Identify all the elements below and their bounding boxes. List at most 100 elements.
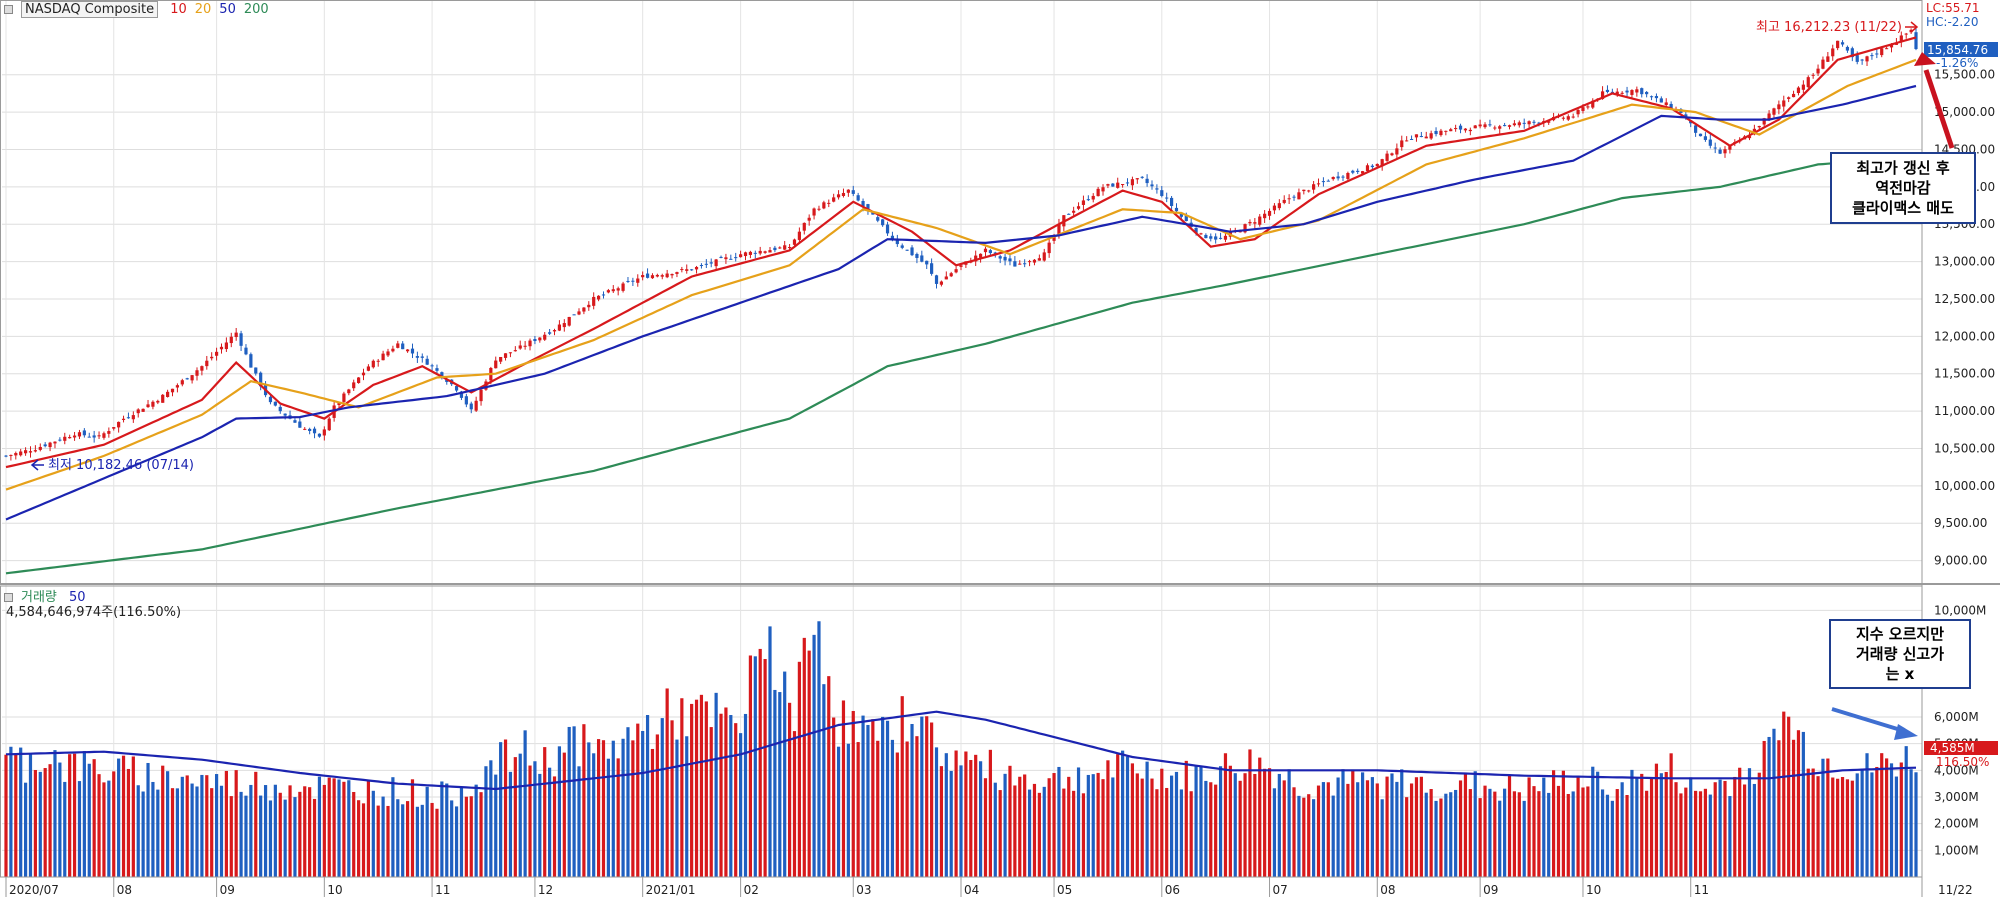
price-legend: NASDAQ Composite 10 20 50 200 [4,1,277,18]
volume-bar [1821,758,1825,877]
volume-bar [1454,789,1458,877]
volume-bar [161,765,165,877]
candle-body [1664,102,1668,105]
volume-bar [714,692,718,877]
volume-bar [48,764,52,877]
candle-body [1836,40,1840,49]
volume-bar [1894,776,1899,877]
candle-body [1463,128,1468,131]
candle-body [146,404,150,408]
candle-body [1537,122,1541,124]
candle-body [836,194,841,198]
candle-body [1023,263,1027,265]
candle-body [1375,163,1379,167]
volume-tick-label: 4,000M [1934,763,1979,777]
candle-body [1130,179,1135,186]
candle-body [694,266,699,270]
volume-bar [611,740,615,877]
candle-body [249,354,253,368]
volume-bar [969,759,973,877]
candle-body [1032,259,1037,263]
candle-body [807,217,811,221]
panel-menu-icon[interactable] [4,5,13,14]
volume-bar [170,788,175,877]
volume-bar [881,716,885,877]
candle-body [714,259,718,267]
volume-bar [1532,786,1536,877]
volume-bar [626,727,630,877]
volume-bar [1605,794,1610,877]
candle-body [1488,124,1492,126]
volume-bar [925,716,929,877]
candle-body [817,208,821,210]
volume-bar [28,754,33,877]
price-tick-label: 13,000.00 [1934,255,1995,269]
candle-body [77,432,82,437]
change-pct-text: -1.26% [1936,56,1978,70]
volume-bar [298,791,302,877]
candle-body [376,360,380,362]
volume-bar [1194,765,1198,877]
candle-body [1816,68,1820,74]
candle-body [1522,122,1526,124]
candle-body [1718,149,1722,154]
volume-bar [445,783,449,877]
volume-bar [156,789,160,877]
panel-menu-icon[interactable] [4,593,13,602]
volume-bar [739,733,743,877]
candle-body [405,349,410,352]
volume-bar [1351,769,1355,877]
candle-body [1473,125,1477,129]
volume-bar [259,795,263,877]
candle-body [435,368,439,371]
candle-body [949,273,953,277]
candle-body [1914,32,1918,50]
candle-body [494,360,498,369]
volume-bar [1551,770,1556,877]
volume-bar [1130,763,1135,877]
candle-body [944,276,948,280]
volume-bar [993,782,997,877]
volume-bar [1385,776,1389,877]
candle-body [1684,114,1688,119]
volume-bar [9,746,13,877]
volume-bar [1037,792,1041,877]
volume-bar [1654,763,1659,877]
candle-body [846,189,850,193]
x-tick-label: 06 [1165,883,1180,897]
candle-body [925,260,929,265]
volume-bar [112,771,116,877]
candle-body [1243,224,1247,233]
volume-bar [1444,793,1448,877]
candle-body [1267,210,1272,216]
candle-body [1713,147,1717,149]
candle-body [1204,234,1208,239]
volume-bar [949,770,953,877]
candle-body [552,330,557,332]
high-arrow-icon [1905,21,1919,33]
candle-body [4,455,8,457]
volume-bar [621,738,625,877]
candle-body [303,428,307,430]
volume-bar [386,805,390,877]
candle-body [1821,59,1825,69]
volume-bar [983,778,988,877]
volume-bar [592,753,596,877]
volume-bar [1473,771,1477,877]
ma200-label: 200 [243,2,269,17]
volume-bar [1831,777,1835,877]
x-tick-label: 11 [1694,883,1709,897]
volume-bar [1738,767,1742,877]
volume-bar [469,796,473,877]
volume-bar [934,747,939,877]
volume-bar [1263,768,1267,877]
candle-body [1346,172,1350,179]
candle-body [391,348,395,352]
volume-bar [508,771,513,877]
candle-body [787,247,792,249]
volume-bar [616,758,620,877]
last-price-text: 15,854.76 [1927,43,1988,57]
candle-body [1218,237,1223,239]
candle-body [1640,88,1644,95]
candle-body [268,396,273,403]
